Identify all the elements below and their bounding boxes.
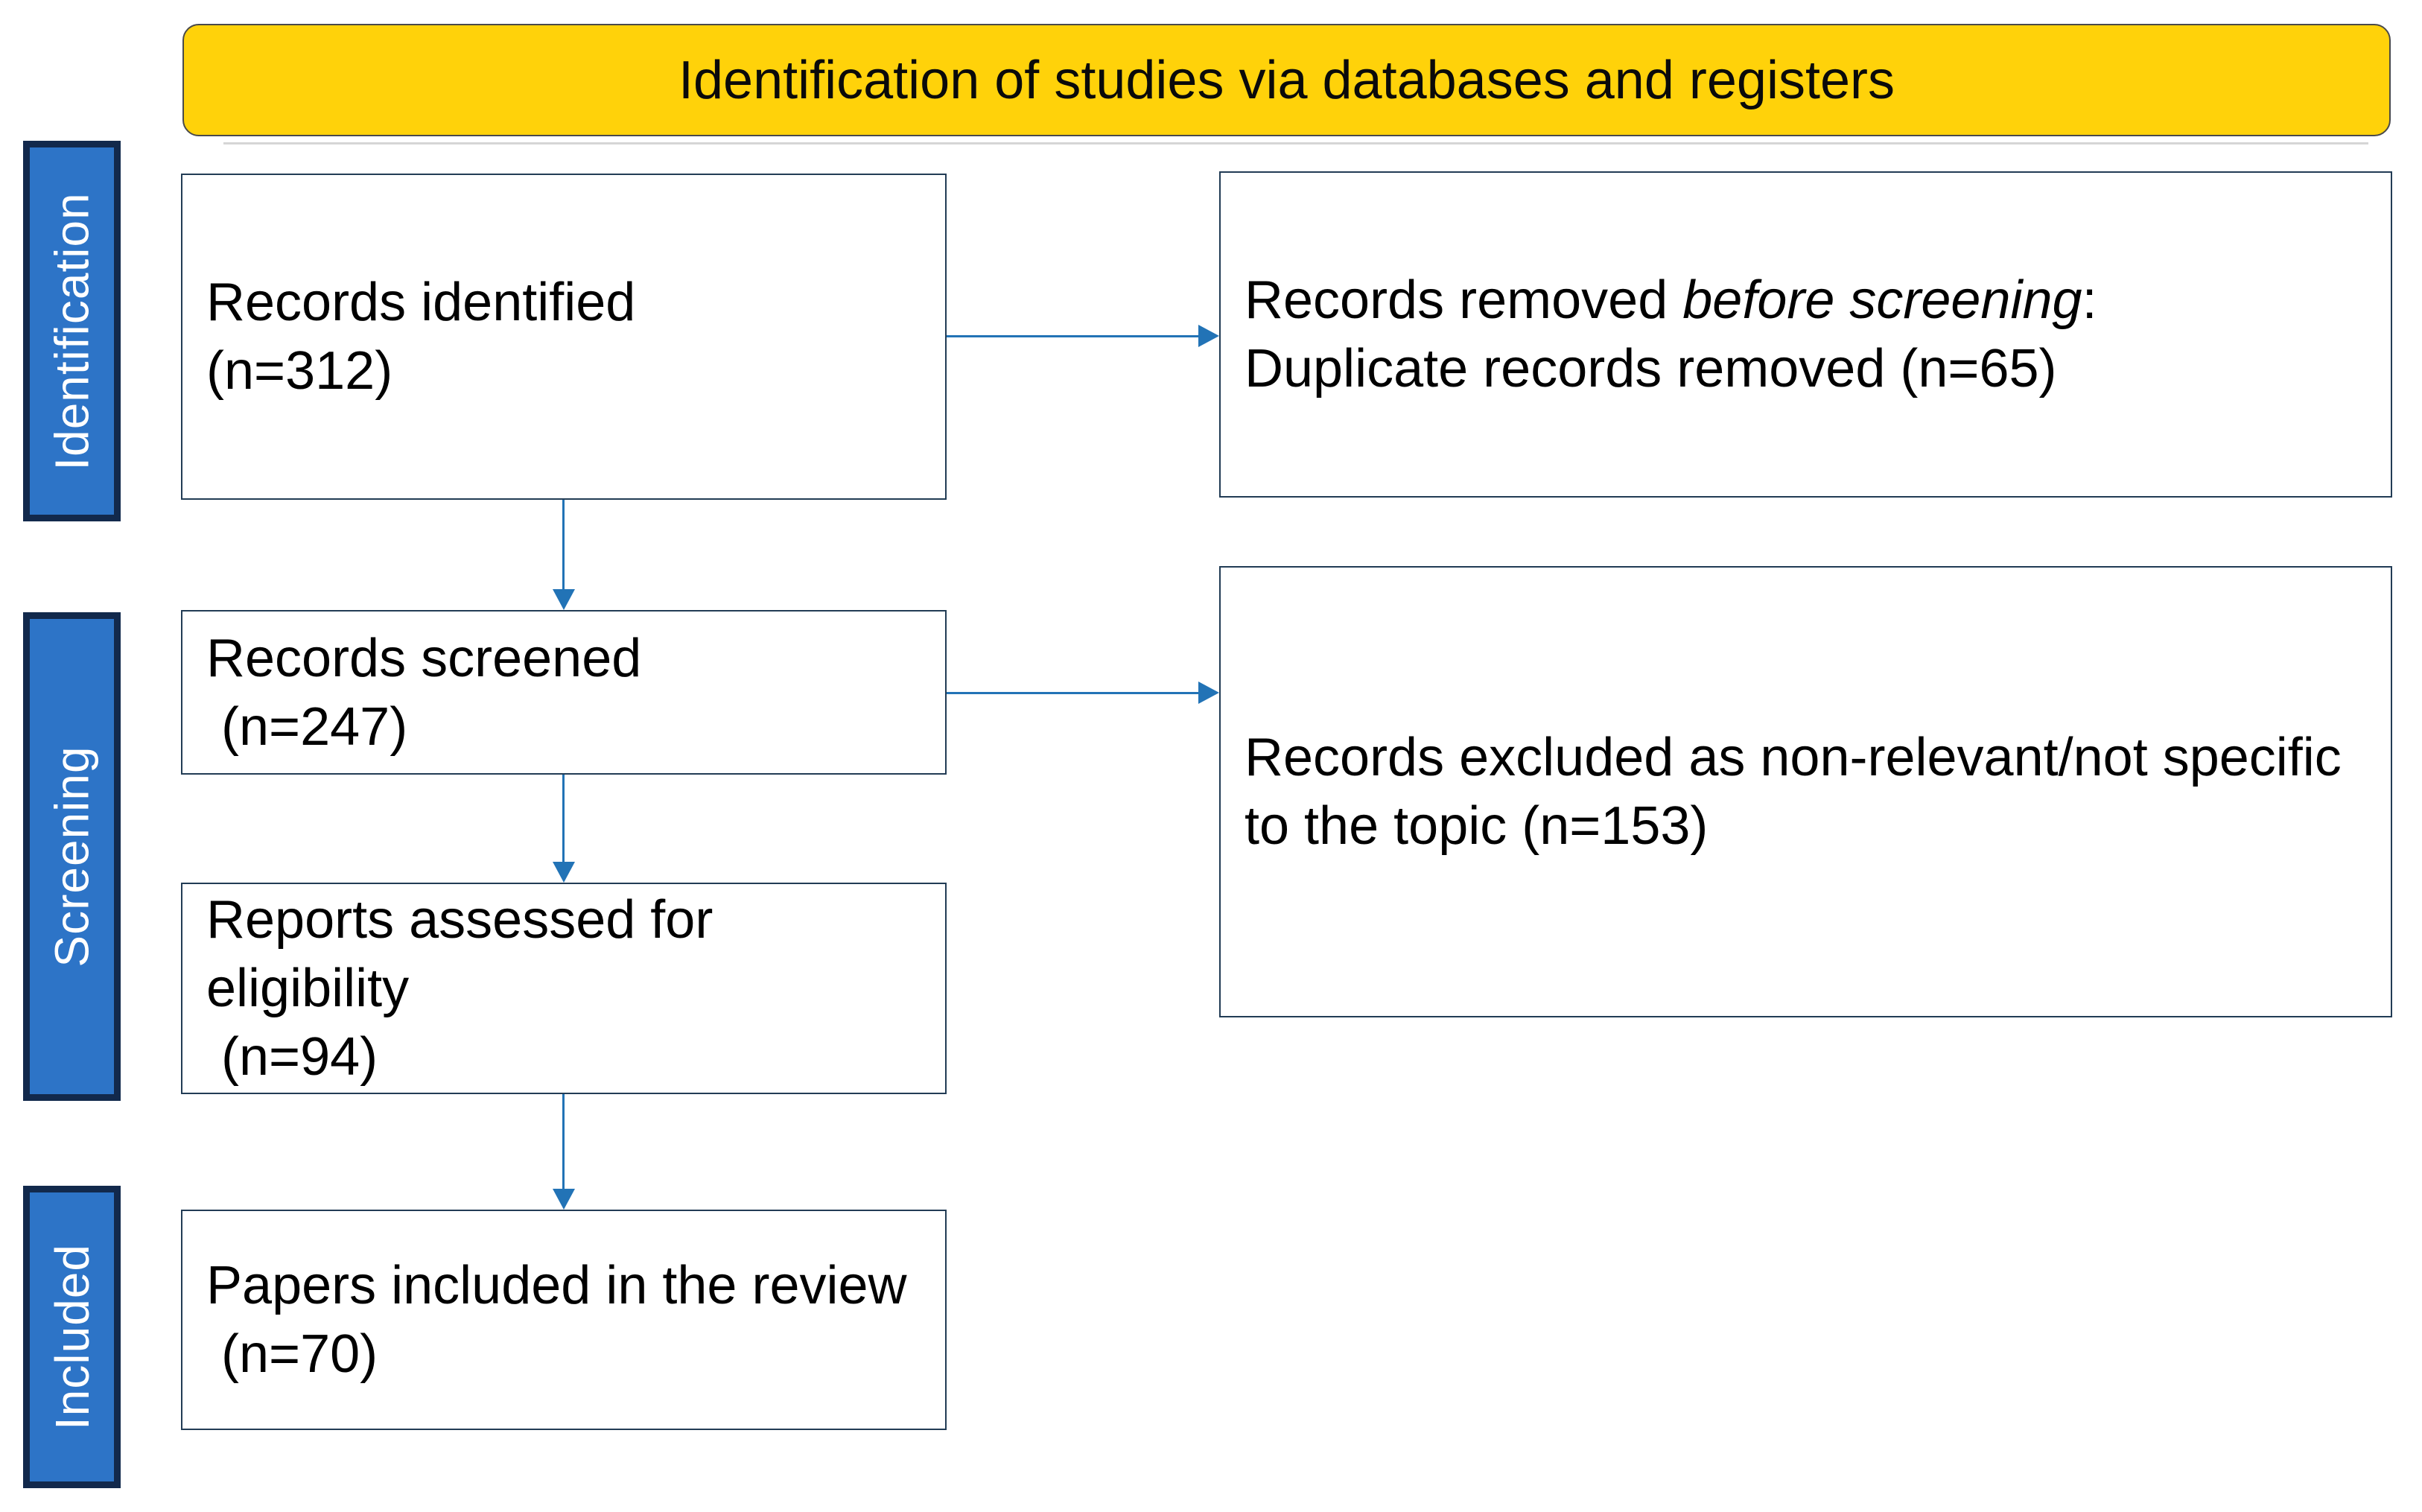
box-records-identified: Records identified (n=312) xyxy=(181,174,947,500)
arrow-identified-to-screened-shaft xyxy=(562,500,565,589)
arrow-identified-to-removed-shaft xyxy=(947,335,1198,337)
box-records-removed-line1-italic: before screening xyxy=(1682,270,2082,330)
stage-label-identification-text: Identification xyxy=(45,191,99,471)
stage-label-included: Included xyxy=(23,1186,121,1488)
box-records-screened-line1: Records screened xyxy=(206,628,642,688)
box-records-removed-line1: Records removed before screening: xyxy=(1245,266,2379,334)
box-records-identified-line1: Records identified xyxy=(206,273,636,332)
box-records-removed-line1-suffix: : xyxy=(2082,270,2097,330)
arrow-screened-to-excluded-shaft xyxy=(947,692,1198,694)
box-records-removed-line1-prefix: Records removed xyxy=(1245,270,1683,330)
box-papers-included-line1: Papers included in the review xyxy=(206,1256,907,1315)
box-reports-assessed: Reports assessed for eligibility (n=94) xyxy=(181,883,947,1094)
box-records-removed-line2: Duplicate records removed (n=65) xyxy=(1245,339,2057,398)
arrow-screened-to-assessed-shaft xyxy=(562,775,565,862)
banner-title: Identification of studies via databases … xyxy=(678,50,1895,110)
banner: Identification of studies via databases … xyxy=(182,24,2391,136)
box-papers-included-line2: (n=70) xyxy=(206,1324,378,1384)
box-reports-assessed-line3: (n=94) xyxy=(206,1027,378,1087)
box-reports-assessed-line2: eligibility xyxy=(206,959,410,1018)
box-records-excluded-line1: Records excluded as non-relevant/not spe… xyxy=(1245,728,2342,787)
box-records-excluded: Records excluded as non-relevant/not spe… xyxy=(1219,566,2392,1017)
box-papers-included: Papers included in the review (n=70) xyxy=(181,1210,947,1430)
box-records-screened-line2: (n=247) xyxy=(206,696,408,757)
box-records-excluded-line2: to the topic (n=153) xyxy=(1245,796,1709,856)
arrow-down-icon xyxy=(553,589,575,610)
arrow-assessed-to-included-shaft xyxy=(562,1094,565,1189)
stage-label-screening-text: Screening xyxy=(45,746,99,968)
arrow-down-icon xyxy=(553,862,575,883)
box-reports-assessed-line1: Reports assessed for xyxy=(206,890,713,950)
stage-label-included-text: Included xyxy=(45,1244,99,1430)
banner-shadow-line xyxy=(223,142,2368,144)
stage-label-screening: Screening xyxy=(23,612,121,1101)
arrow-down-icon xyxy=(553,1189,575,1210)
box-records-screened: Records screened (n=247) xyxy=(181,610,947,775)
box-records-removed: Records removed before screening: Duplic… xyxy=(1219,171,2392,498)
box-records-identified-line2: (n=312) xyxy=(206,341,393,401)
stage-label-identification: Identification xyxy=(23,141,121,521)
arrow-right-icon xyxy=(1198,325,1219,347)
arrow-right-icon xyxy=(1198,682,1219,704)
